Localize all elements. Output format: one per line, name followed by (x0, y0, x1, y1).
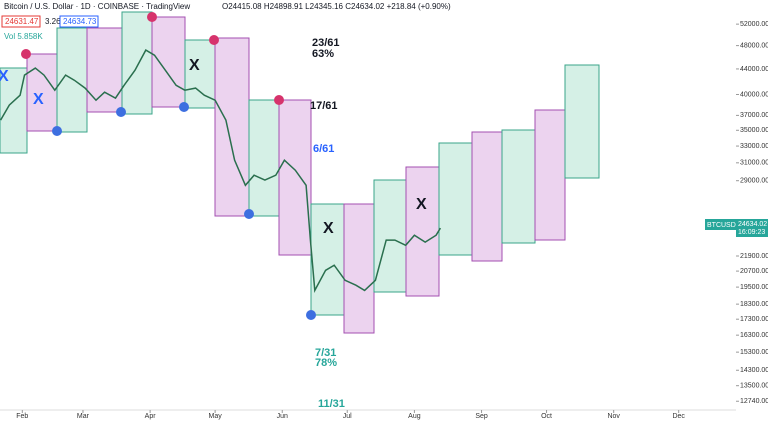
y-tick-label: 33000.00 (740, 143, 768, 150)
pivot-low (52, 126, 62, 136)
box (564, 64, 600, 179)
box (373, 179, 407, 293)
box (405, 166, 440, 297)
annotation: 78% (315, 357, 337, 369)
box (471, 131, 503, 262)
price-tag-timer: 16:09:23 (738, 229, 765, 236)
symbol-tag (705, 219, 736, 230)
y-tick-label: 20700.00 (740, 268, 768, 275)
pivot-high (274, 95, 284, 105)
x-tick-label: Jun (277, 413, 288, 420)
x-tick-label: Dec (672, 413, 685, 420)
box (86, 27, 123, 113)
y-tick-label: 29000.00 (740, 178, 768, 185)
box (534, 109, 566, 241)
y-tick-label: 37000.00 (740, 112, 768, 119)
y-tick-label: 48000.00 (740, 42, 768, 49)
x-tick-label: Sep (475, 413, 488, 420)
x-tick-label: Oct (541, 413, 552, 420)
y-tick-label: 21900.00 (740, 253, 768, 260)
x-mark: X (416, 196, 427, 213)
annotation: 6/61 (313, 143, 334, 155)
annotation: 11/31 (318, 398, 345, 410)
x-tick-label: Jul (343, 413, 352, 420)
y-tick-label: 15300.00 (740, 349, 768, 356)
y-tick-label: 18300.00 (740, 301, 768, 308)
pivot-low (116, 107, 126, 117)
x-tick-label: Aug (408, 413, 421, 420)
x-mark: X (189, 57, 200, 74)
y-tick-label: 44000.00 (740, 66, 768, 73)
x-tick-label: May (208, 413, 222, 420)
pivot-high (147, 12, 157, 22)
y-tick-label: 16300.00 (740, 332, 768, 339)
volume: Vol 5.858K (4, 32, 43, 41)
x-tick-label: Nov (607, 413, 620, 420)
range-boxes (0, 11, 600, 334)
price-line (0, 49, 442, 293)
ohlc: O24415.08 H24898.91 L24345.16 C24634.02 … (222, 2, 451, 11)
pivot-low (306, 310, 316, 320)
box (438, 142, 473, 256)
box (343, 203, 375, 334)
pivot-low (179, 102, 189, 112)
pivot-dots (21, 12, 316, 320)
box (278, 99, 312, 256)
box (248, 99, 280, 217)
y-tick-label: 14300.00 (740, 367, 768, 374)
spread: 3.26 (45, 17, 61, 26)
bid-box (1, 15, 41, 28)
price-tag (736, 219, 768, 237)
box (151, 16, 186, 108)
box (26, 53, 58, 132)
y-tick-label: 40000.00 (740, 91, 768, 98)
x-tick-label: Feb (16, 413, 28, 420)
annotation: 7/31 (315, 347, 336, 359)
annotation: 23/61 (312, 37, 340, 49)
x-tick-label: Mar (77, 413, 90, 420)
x-mark: X (323, 220, 334, 237)
box (214, 37, 250, 217)
y-tick-label: 12740.00 (740, 398, 768, 405)
y-tick-label: 13500.00 (740, 383, 768, 390)
box (310, 203, 345, 316)
bid: 24631.47 (5, 17, 39, 26)
y-tick-label: 17300.00 (740, 316, 768, 323)
box (184, 39, 216, 109)
y-tick-label: 52000.00 (740, 21, 768, 28)
symbol-tag-text: BTCUSD (707, 222, 736, 229)
price-axis (736, 0, 768, 423)
ask-box (59, 15, 99, 28)
y-tick-label: 31000.00 (740, 160, 768, 167)
x-tick-label: Apr (145, 413, 157, 420)
box (121, 11, 153, 115)
pivot-high (21, 49, 31, 59)
annotation: 63% (312, 48, 334, 60)
x-mark: X (0, 68, 9, 85)
annotation: 17/61 (310, 100, 338, 112)
pivot-high (209, 35, 219, 45)
ask: 24634.73 (63, 17, 97, 26)
x-mark: X (33, 91, 44, 108)
pivot-low (244, 209, 254, 219)
y-tick-label: 35000.00 (740, 127, 768, 134)
price-tag-text: 24634.02 (738, 221, 767, 228)
symbol-title: Bitcoin / U.S. Dollar · 1D · COINBASE · … (4, 2, 190, 11)
y-tick-label: 19500.00 (740, 284, 768, 291)
box (501, 129, 536, 244)
